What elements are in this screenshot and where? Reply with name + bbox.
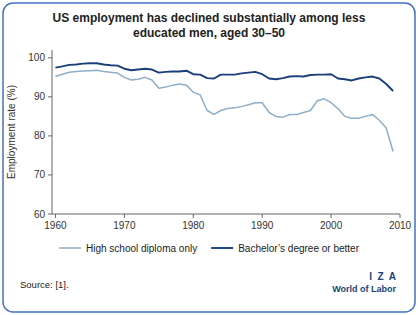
axes: 1960 1970 1980 1990 2000 2010 60 70 80 90 100 [28, 50, 411, 231]
border [3, 3, 415, 312]
y-axis-label: Employment rate (%) [6, 85, 17, 179]
background [0, 0, 418, 315]
chart: US employment has declined substantially… [0, 0, 418, 315]
x-tick [331, 214, 332, 218]
y-tick [48, 214, 52, 215]
annotation: World of Labor [332, 284, 396, 294]
legend-swatch [59, 247, 81, 249]
x-tick-label: 2000 [320, 220, 343, 231]
x-tick [193, 214, 194, 218]
x-tick-label: 1970 [113, 220, 136, 231]
x-tick [55, 214, 56, 218]
y-tick [48, 96, 52, 97]
title-line: US employment has declined substantially… [53, 11, 366, 25]
title: US employment has declined substantially… [53, 11, 366, 40]
series-line [55, 70, 393, 151]
legend-label: Bachelor’s degree or better [238, 243, 359, 254]
x-tick-label: 2010 [389, 220, 412, 231]
legend-swatch [211, 247, 233, 249]
x-tick-label: 1960 [44, 220, 67, 231]
x-tick [400, 214, 401, 218]
annotation: I Z A [369, 271, 396, 282]
x-tick [262, 214, 263, 218]
legend-label: High school diploma only [86, 243, 197, 254]
source: Source: [1]. [20, 279, 69, 290]
y-tick [48, 135, 52, 136]
lines [55, 63, 393, 151]
title-line: educated men, aged 30–50 [133, 26, 285, 40]
legend-item: High school diploma only [59, 243, 197, 254]
x-tick-label: 1980 [182, 220, 205, 231]
legend-item: Bachelor’s degree or better [211, 243, 359, 254]
legend: High school diploma only Bachelor’s degre… [59, 243, 360, 254]
series-line [55, 63, 393, 91]
y-tick-label: 60 [34, 209, 46, 220]
x-tick [124, 214, 125, 218]
y-tick [48, 174, 52, 175]
y-tick-label: 90 [34, 91, 46, 102]
x-tick-label: 1990 [251, 220, 274, 231]
y-axis-line [52, 50, 53, 214]
y-tick-label: 80 [34, 130, 46, 141]
y-tick-label: 100 [28, 52, 45, 63]
y-tick [48, 57, 52, 58]
x-axis-line [52, 214, 400, 215]
y-tick-label: 70 [34, 169, 46, 180]
